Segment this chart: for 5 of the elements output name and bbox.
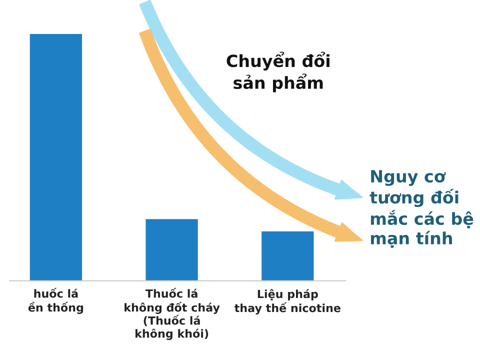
annotation: Chuyển đổi sản phẩm (226, 52, 330, 92)
x-tick-label: huốc lá ền thống (28, 288, 84, 314)
x-tick-label: Thuốc lá không đốt cháy (Thuốc lá không khói) (124, 288, 220, 340)
x-tick-label: Liệu pháp thay thế nicotine (234, 289, 340, 314)
text: Nguy cơ tương đối mắc các bệ mạn tính (370, 170, 474, 248)
